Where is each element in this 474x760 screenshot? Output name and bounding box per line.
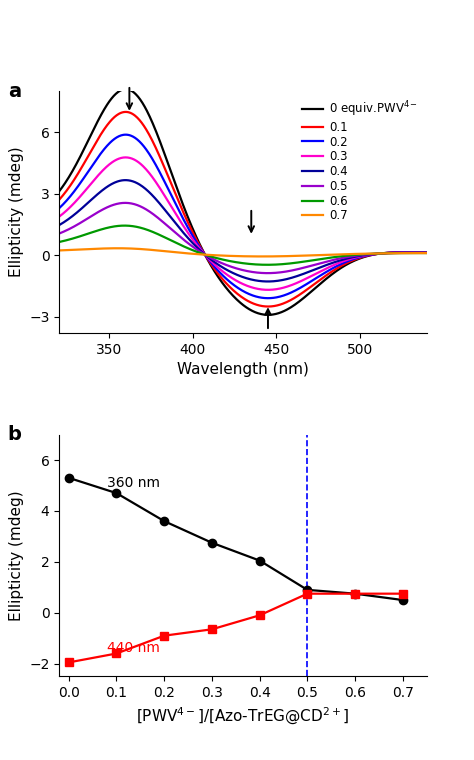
Y-axis label: Ellipticity (mdeg): Ellipticity (mdeg) xyxy=(9,147,24,277)
Text: a: a xyxy=(8,81,21,100)
Text: b: b xyxy=(8,425,22,444)
Text: 440 nm: 440 nm xyxy=(107,641,160,655)
X-axis label: Wavelength (nm): Wavelength (nm) xyxy=(177,363,309,377)
Legend: 0 equiv.PWV$^{4-}$, 0.1, 0.2, 0.3, 0.4, 0.5, 0.6, 0.7: 0 equiv.PWV$^{4-}$, 0.1, 0.2, 0.3, 0.4, … xyxy=(300,97,421,225)
X-axis label: [PWV$^{4-}$]/[Azo-TrEG@CD$^{2+}$]: [PWV$^{4-}$]/[Azo-TrEG@CD$^{2+}$] xyxy=(136,706,350,727)
Text: 360 nm: 360 nm xyxy=(107,476,160,489)
Y-axis label: Ellipticity (mdeg): Ellipticity (mdeg) xyxy=(9,490,24,621)
